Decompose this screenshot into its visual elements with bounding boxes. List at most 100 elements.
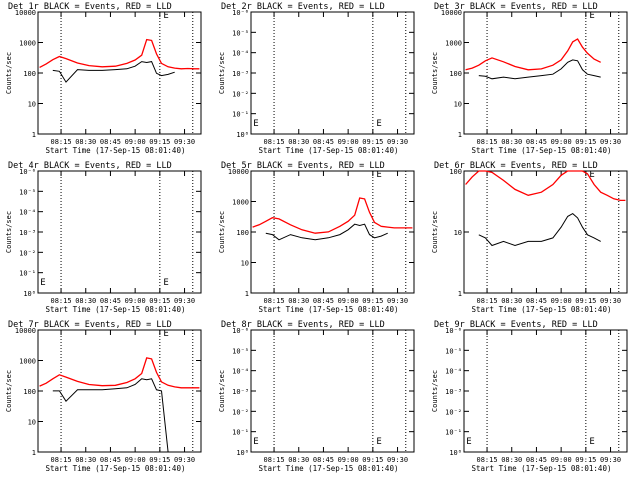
x-axis-label: Start Time (17-Sep-15 08:01:40)	[259, 464, 399, 473]
y-tick-label: 10⁻⁵	[232, 29, 249, 37]
x-axis-label: Start Time (17-Sep-15 08:01:40)	[259, 146, 399, 155]
y-tick-label: 100	[449, 70, 462, 78]
panel-det-5r: Det 5r BLACK = Events, RED = LLD 1 10 100 10…	[218, 161, 415, 314]
y-axis-label: Counts/sec	[431, 52, 439, 94]
plot-frame	[250, 11, 415, 135]
y-tick-label: 10⁰	[23, 290, 36, 298]
x-tick-label: 08:45	[313, 456, 334, 464]
x-tick-label: 08:30	[288, 297, 309, 305]
y-tick-label: 10⁻³	[232, 70, 249, 78]
x-tick-label: 09:00	[551, 456, 572, 464]
y-tick-label: 10	[454, 101, 462, 109]
y-tick-label: 10⁻⁶	[19, 168, 36, 176]
y-tick-label: 10⁻¹	[19, 270, 36, 278]
y-tick-label: 10⁻⁴	[232, 368, 249, 376]
y-axis-label: Counts/sec	[5, 370, 13, 412]
y-tick-label: 100	[23, 70, 36, 78]
y-axis-label: Counts/sec	[218, 211, 226, 253]
panel-title: Det 1r BLACK = Events, RED = LLD	[8, 2, 172, 12]
events-series-line	[265, 223, 388, 241]
e-marker: E	[253, 437, 258, 447]
e-marker: E	[163, 329, 168, 339]
x-tick-label: 09:00	[338, 456, 359, 464]
panel-title: Det 6r BLACK = Events, RED = LLD	[434, 161, 598, 171]
e-marker: E	[163, 278, 168, 288]
x-tick-label: 09:15	[362, 297, 383, 305]
x-tick-label: 08:45	[526, 297, 547, 305]
x-axis-label: Start Time (17-Sep-15 08:01:40)	[46, 305, 186, 314]
x-tick-label: 09:30	[174, 456, 195, 464]
panel-det-9r: Det 9r BLACK = Events, RED = LLD 10⁰ 10⁻¹ 1…	[431, 320, 628, 473]
y-tick-label: 100	[449, 168, 462, 176]
events-series-line	[52, 61, 175, 83]
e-marker: E	[376, 437, 381, 447]
y-tick-label: 10000	[15, 9, 36, 17]
y-tick-label: 10⁻⁵	[232, 347, 249, 355]
x-tick-label: 09:30	[174, 297, 195, 305]
y-tick-label: 100	[236, 229, 249, 237]
e-marker: E	[376, 170, 381, 180]
x-tick-label: 08:15	[477, 456, 498, 464]
e-marker: E	[253, 119, 258, 129]
panel-title: Det 5r BLACK = Events, RED = LLD	[221, 161, 385, 171]
lld-series-line	[39, 357, 200, 389]
panel-det-2r: Det 2r BLACK = Events, RED = LLD 10⁰ 10⁻¹ 1…	[218, 2, 415, 155]
panel-title: Det 2r BLACK = Events, RED = LLD	[221, 2, 385, 12]
x-axis-label: Start Time (17-Sep-15 08:01:40)	[472, 146, 612, 155]
y-tick-label: 1000	[19, 358, 36, 366]
x-tick-label: 09:15	[362, 456, 383, 464]
x-axis-label: Start Time (17-Sep-15 08:01:40)	[46, 464, 186, 473]
panel-title: Det 8r BLACK = Events, RED = LLD	[221, 320, 385, 330]
panel-title: Det 9r BLACK = Events, RED = LLD	[434, 320, 598, 330]
y-tick-label: 10⁰	[449, 449, 462, 457]
x-tick-label: 08:30	[75, 297, 96, 305]
y-tick-label: 10000	[228, 168, 249, 176]
lld-series-line	[252, 197, 413, 234]
y-tick-label: 10	[454, 229, 462, 237]
x-tick-label: 09:30	[600, 297, 621, 305]
x-tick-label: 09:30	[387, 456, 408, 464]
panel-det-4r: Det 4r BLACK = Events, RED = LLD 10⁰ 10⁻¹ 1…	[5, 161, 202, 314]
y-axis-label: Counts/sec	[5, 52, 13, 94]
x-tick-label: 09:15	[362, 138, 383, 146]
y-tick-label: 1000	[19, 40, 36, 48]
x-tick-label: 08:45	[100, 456, 121, 464]
y-tick-label: 10⁻⁶	[232, 327, 249, 335]
plot-frame	[250, 329, 415, 453]
e-marker: E	[376, 119, 381, 129]
y-tick-label: 1	[458, 290, 462, 298]
y-tick-label: 10⁻⁶	[445, 327, 462, 335]
x-tick-label: 08:45	[100, 138, 121, 146]
y-tick-label: 10⁻¹	[232, 429, 249, 437]
y-tick-label: 10⁰	[236, 131, 249, 139]
events-series-line	[478, 59, 601, 80]
panel-title: Det 3r BLACK = Events, RED = LLD	[434, 2, 598, 12]
x-tick-label: 08:15	[51, 297, 72, 305]
x-tick-label: 09:00	[125, 138, 146, 146]
x-tick-label: 09:15	[575, 138, 596, 146]
x-axis-label: Start Time (17-Sep-15 08:01:40)	[472, 305, 612, 314]
x-tick-label: 08:30	[501, 456, 522, 464]
y-tick-label: 10	[28, 419, 36, 427]
y-tick-label: 1	[458, 131, 462, 139]
y-tick-label: 1000	[445, 40, 462, 48]
e-marker: E	[589, 11, 594, 21]
y-tick-label: 1	[32, 449, 36, 457]
y-tick-label: 10⁻²	[19, 249, 36, 257]
x-tick-label: 08:15	[477, 138, 498, 146]
panel-det-1r: Det 1r BLACK = Events, RED = LLD 1 10 100 10…	[5, 2, 202, 155]
y-tick-label: 1	[245, 290, 249, 298]
x-tick-label: 08:15	[51, 138, 72, 146]
x-tick-label: 08:30	[501, 297, 522, 305]
y-axis-label: Counts/sec	[218, 52, 226, 94]
x-tick-label: 08:45	[313, 138, 334, 146]
lld-series-line	[465, 170, 626, 202]
x-tick-label: 08:30	[288, 138, 309, 146]
x-tick-label: 08:45	[526, 138, 547, 146]
x-axis-label: Start Time (17-Sep-15 08:01:40)	[472, 464, 612, 473]
x-tick-label: 08:30	[75, 456, 96, 464]
plot-frame	[250, 170, 415, 294]
plot-frame	[463, 11, 628, 135]
panel-det-8r: Det 8r BLACK = Events, RED = LLD 10⁰ 10⁻¹ 1…	[218, 320, 415, 473]
